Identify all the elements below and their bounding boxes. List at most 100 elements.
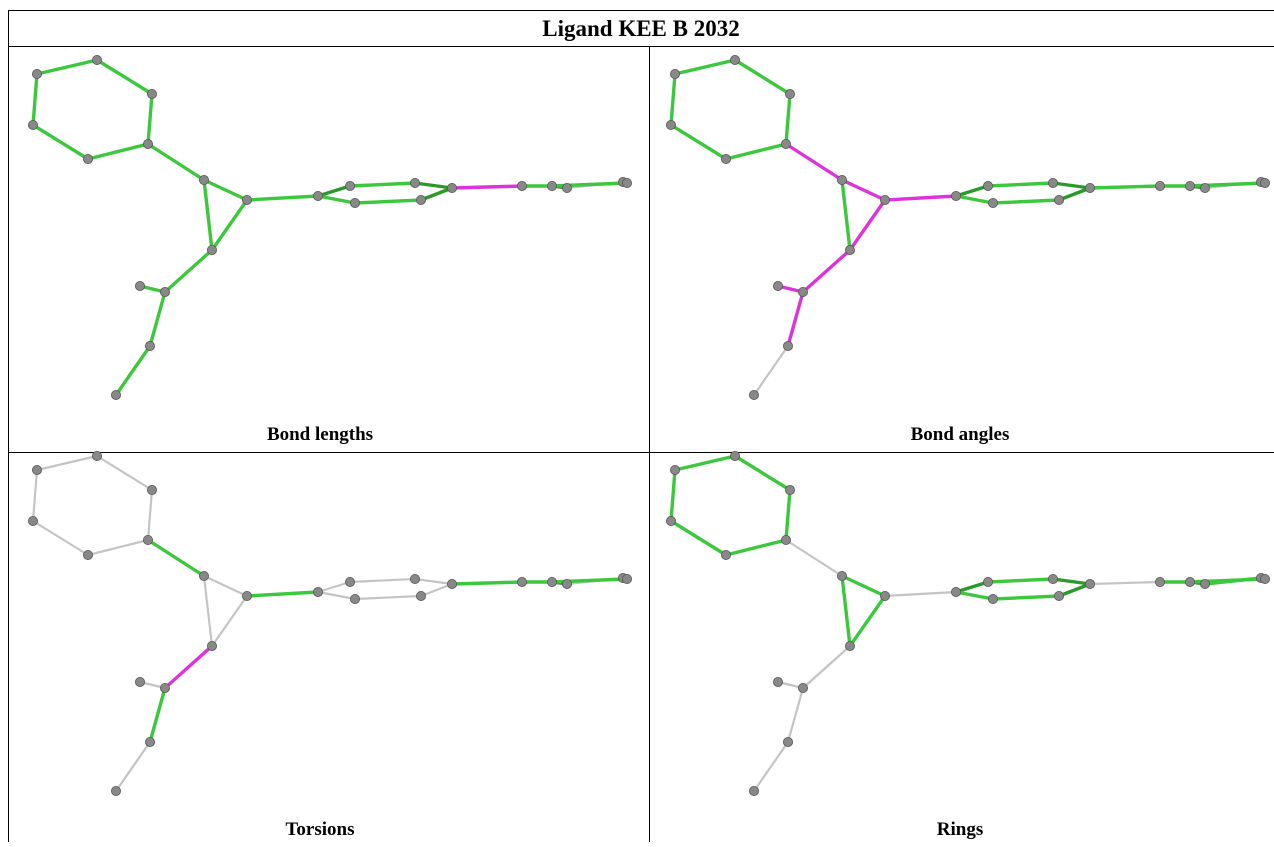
atom <box>135 281 144 290</box>
bond <box>671 125 726 159</box>
panel-caption: Torsions <box>286 819 355 840</box>
bond <box>671 74 675 125</box>
atom <box>1155 577 1164 586</box>
atom <box>845 245 854 254</box>
bond <box>754 742 788 791</box>
atom <box>145 341 154 350</box>
bond <box>350 579 415 582</box>
atom <box>721 550 730 559</box>
atom <box>988 594 997 603</box>
atom <box>845 641 854 650</box>
atom <box>880 591 889 600</box>
molecule-view <box>666 451 1269 795</box>
bond <box>1090 582 1160 584</box>
atom <box>670 465 679 474</box>
bond <box>993 596 1059 599</box>
atom <box>313 191 322 200</box>
atom <box>350 594 359 603</box>
atom <box>983 181 992 190</box>
atom <box>160 287 169 296</box>
atom <box>1054 591 1063 600</box>
atom <box>517 577 526 586</box>
bond <box>33 74 37 125</box>
atom <box>143 535 152 544</box>
page: Ligand KEE B 2032 Bond lengths Bond angl… <box>0 0 1274 842</box>
atom <box>666 516 675 525</box>
bond <box>842 576 850 646</box>
atom <box>622 178 631 187</box>
atom <box>145 737 154 746</box>
bond <box>212 596 247 646</box>
bond <box>956 196 993 203</box>
atom <box>562 183 571 192</box>
atom <box>622 574 631 583</box>
bond <box>1053 183 1090 188</box>
bond <box>148 540 204 576</box>
atom <box>951 191 960 200</box>
bond <box>148 144 204 180</box>
atom <box>28 516 37 525</box>
bond <box>956 592 993 599</box>
atom <box>207 641 216 650</box>
bond <box>735 60 790 94</box>
atom <box>1085 579 1094 588</box>
atom <box>1048 574 1057 583</box>
bond <box>33 521 88 555</box>
bond <box>786 490 790 540</box>
atom <box>670 69 679 78</box>
bond <box>993 200 1059 203</box>
bond <box>786 94 790 144</box>
atom <box>773 677 782 686</box>
atom <box>147 485 156 494</box>
bond <box>116 742 150 791</box>
bond <box>37 456 97 470</box>
atom <box>32 69 41 78</box>
atom <box>447 183 456 192</box>
bond <box>165 646 212 688</box>
atom <box>983 577 992 586</box>
atom <box>345 577 354 586</box>
atom <box>410 178 419 187</box>
atom <box>1085 183 1094 192</box>
bond <box>788 688 803 742</box>
bond <box>415 579 452 584</box>
bond <box>671 521 726 555</box>
atom <box>160 683 169 692</box>
atom <box>1200 183 1209 192</box>
atom <box>1048 178 1057 187</box>
atom <box>837 175 846 184</box>
bond <box>116 346 150 395</box>
atom <box>1200 579 1209 588</box>
bond <box>956 186 988 196</box>
atom <box>345 181 354 190</box>
atom <box>416 195 425 204</box>
bond <box>150 688 165 742</box>
atom <box>242 591 251 600</box>
bond <box>350 183 415 186</box>
molecule-view <box>666 55 1269 399</box>
atom <box>517 181 526 190</box>
bond <box>1053 579 1090 584</box>
panel-caption: Bond angles <box>911 424 1010 445</box>
atom <box>798 683 807 692</box>
bond <box>355 596 421 599</box>
atom <box>242 195 251 204</box>
bond <box>842 576 885 596</box>
atom <box>721 154 730 163</box>
bond <box>150 292 165 346</box>
atom <box>199 175 208 184</box>
bond <box>850 200 885 250</box>
atom <box>798 287 807 296</box>
bond <box>247 592 318 596</box>
atom <box>447 579 456 588</box>
atom <box>83 550 92 559</box>
atom <box>28 120 37 129</box>
bond <box>803 250 850 292</box>
atom <box>1260 178 1269 187</box>
atom <box>111 786 120 795</box>
bond <box>37 60 97 74</box>
bond <box>885 196 956 200</box>
bond <box>97 456 152 490</box>
bond <box>247 196 318 200</box>
bond <box>842 180 885 200</box>
